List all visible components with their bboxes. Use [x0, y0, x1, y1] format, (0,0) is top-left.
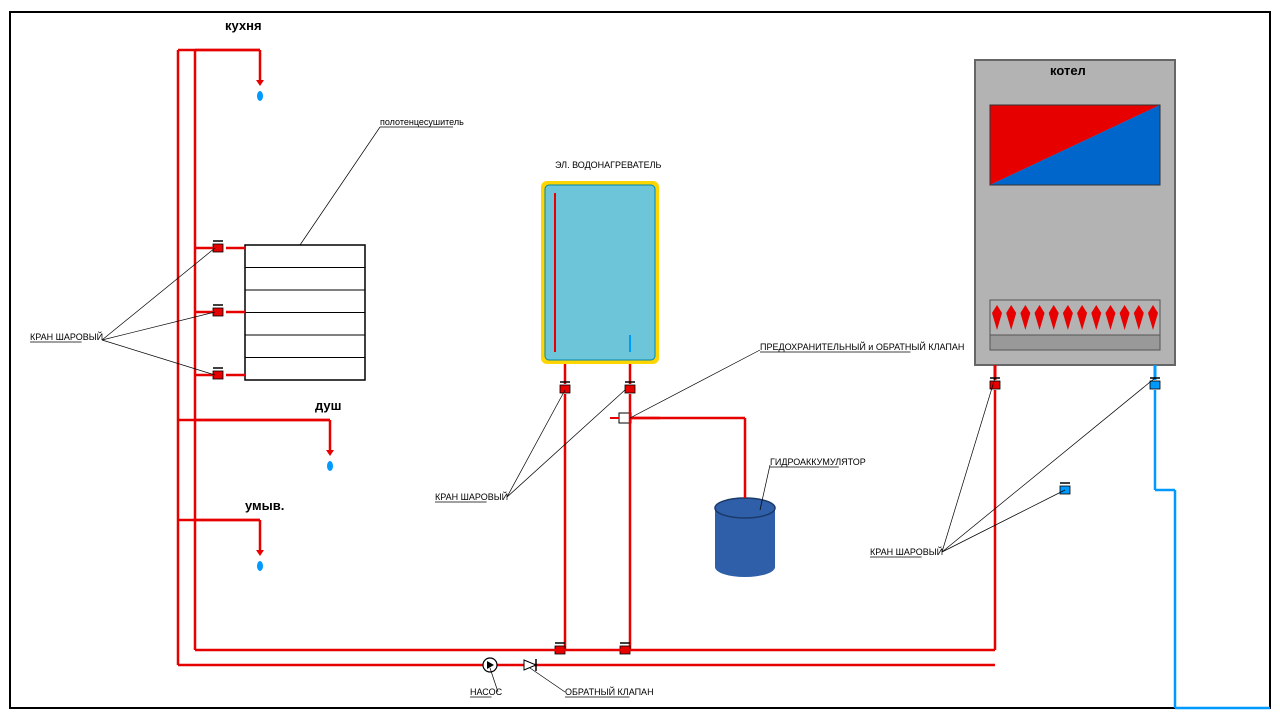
svg-text:котел: котел: [1050, 63, 1086, 78]
svg-text:душ: душ: [315, 398, 341, 413]
svg-text:умыв.: умыв.: [245, 498, 284, 513]
svg-text:КРАН ШАРОВЫЙ: КРАН ШАРОВЫЙ: [30, 331, 103, 342]
svg-text:ЭЛ. ВОДОНАГРЕВАТЕЛЬ: ЭЛ. ВОДОНАГРЕВАТЕЛЬ: [555, 160, 661, 170]
svg-text:КРАН ШАРОВЫЙ: КРАН ШАРОВЫЙ: [870, 546, 943, 557]
svg-text:КРАН ШАРОВЫЙ: КРАН ШАРОВЫЙ: [435, 491, 508, 502]
svg-text:кухня: кухня: [225, 18, 262, 33]
svg-text:ПРЕДОХРАНИТЕЛЬНЫЙ и ОБРАТНЫЙ К: ПРЕДОХРАНИТЕЛЬНЫЙ и ОБРАТНЫЙ КЛАПАН: [760, 341, 964, 352]
plumbing-diagram: котел ЭЛ. ВОДОНАГРЕВАТЕЛЬ кухня душ умыв. пол…: [0, 0, 1280, 720]
svg-text:полотенцесушитель: полотенцесушитель: [380, 117, 464, 127]
svg-text:ОБРАТНЫЙ КЛАПАН: ОБРАТНЫЙ КЛАПАН: [565, 686, 654, 697]
svg-text:ГИДРОАККУМУЛЯТОР: ГИДРОАККУМУЛЯТОР: [770, 457, 866, 467]
